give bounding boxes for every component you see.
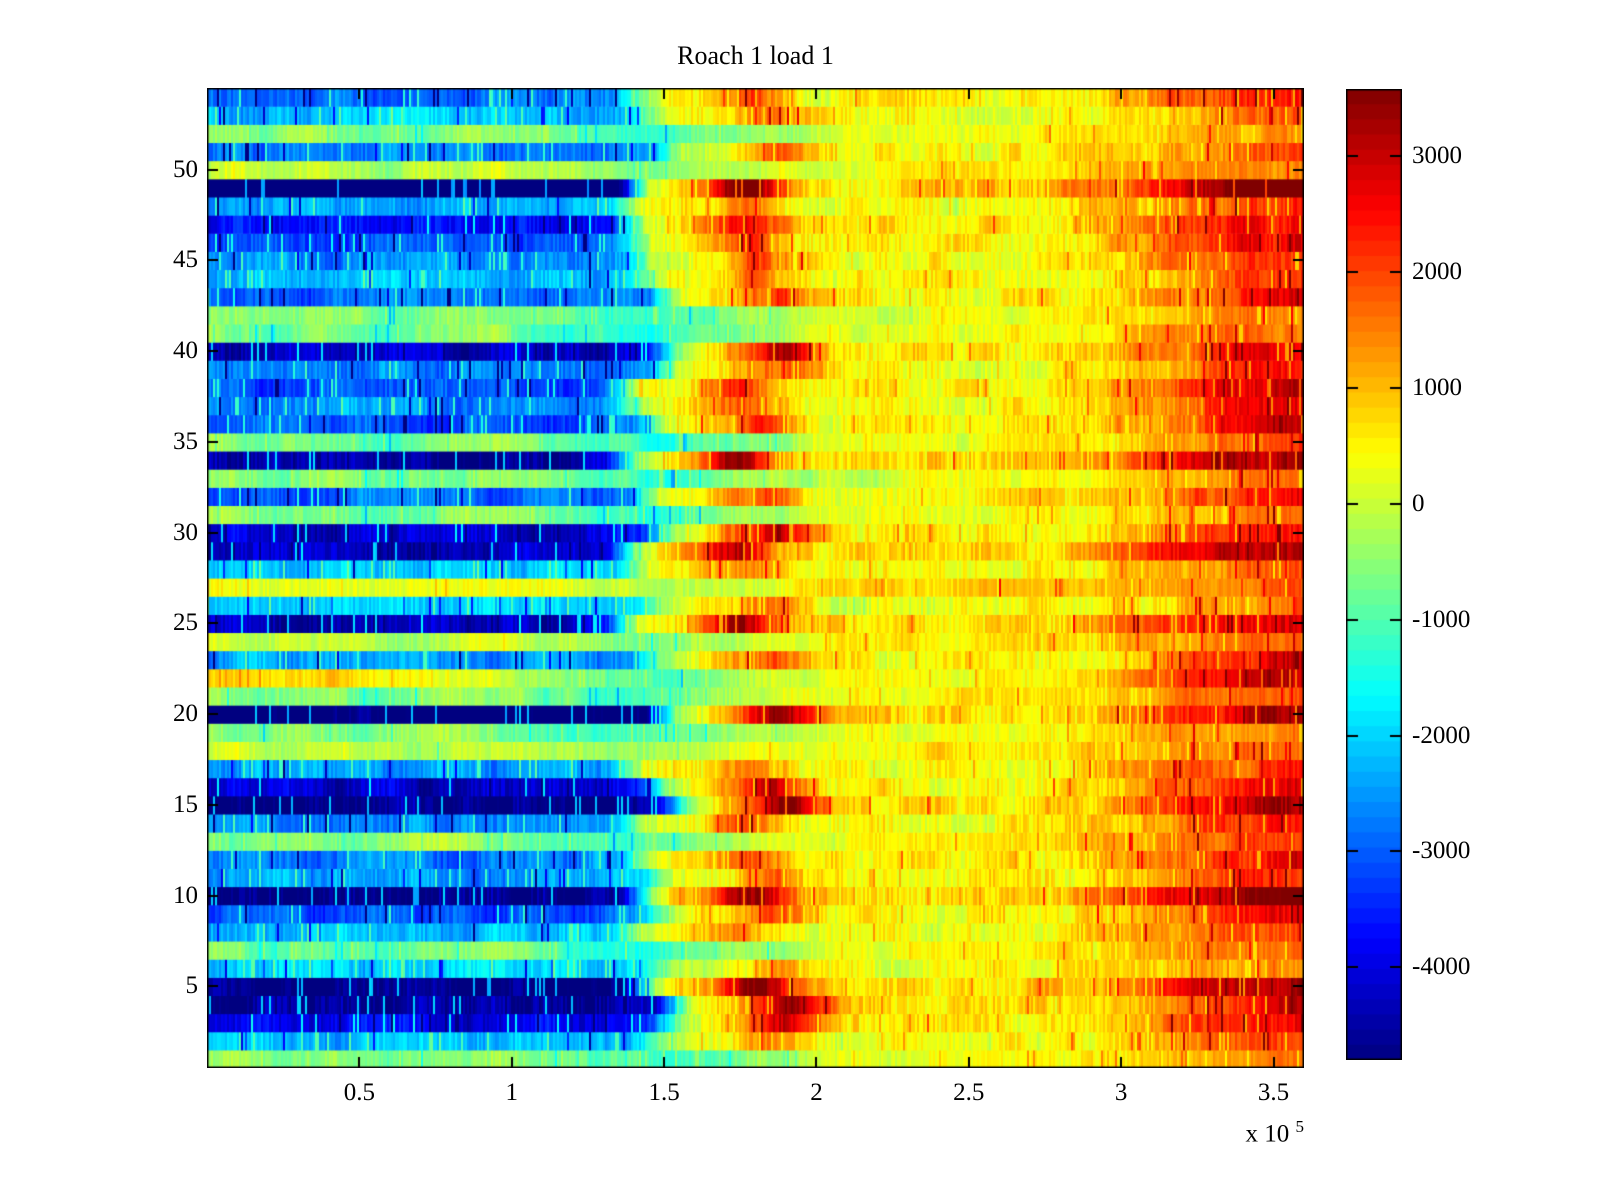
colorbar-tick-label: -3000 — [1412, 837, 1471, 865]
y-tick-label: 30 — [173, 518, 198, 546]
x-tick-label: 3.5 — [1257, 1079, 1290, 1106]
x-axis-multiplier-base: x 10 — [1245, 1120, 1290, 1148]
colorbar — [1346, 89, 1402, 1060]
x-tick-label: 2 — [810, 1079, 823, 1106]
colorbar-tick-label: -4000 — [1412, 953, 1471, 981]
colorbar-tick-label: 2000 — [1412, 258, 1462, 286]
y-tick-label: 5 — [185, 972, 199, 1000]
x-axis-multiplier-exp: 5 — [1295, 1117, 1305, 1136]
x-tick-label: 3 — [1114, 1079, 1128, 1106]
x-tick-label: 2.5 — [953, 1079, 985, 1106]
x-axis-multiplier: x 10 5 — [1140, 1112, 1305, 1149]
y-tick-label: 10 — [173, 881, 198, 909]
y-tick-label: 50 — [173, 155, 198, 183]
x-tick-label: 1.5 — [648, 1079, 680, 1106]
colorbar-tick-label: -1000 — [1412, 605, 1471, 633]
y-tick-label: 20 — [173, 700, 198, 728]
x-tick-label: 1 — [505, 1079, 518, 1106]
heatmap-image — [207, 88, 1304, 1068]
y-tick-label: 25 — [173, 609, 198, 637]
y-tick-label: 35 — [173, 427, 198, 455]
colorbar-tick-label: 1000 — [1412, 373, 1462, 401]
y-tick-label: 40 — [173, 337, 198, 365]
colorbar-tick-label: -2000 — [1412, 721, 1471, 749]
y-tick-label: 45 — [173, 246, 198, 274]
chart-title: Roach 1 load 1 — [677, 41, 834, 70]
colorbar-tick-label: 3000 — [1412, 142, 1462, 170]
colorbar-tick-label: 0 — [1412, 489, 1425, 517]
y-tick-label: 15 — [173, 790, 198, 818]
x-tick-label: 0.5 — [343, 1079, 375, 1106]
